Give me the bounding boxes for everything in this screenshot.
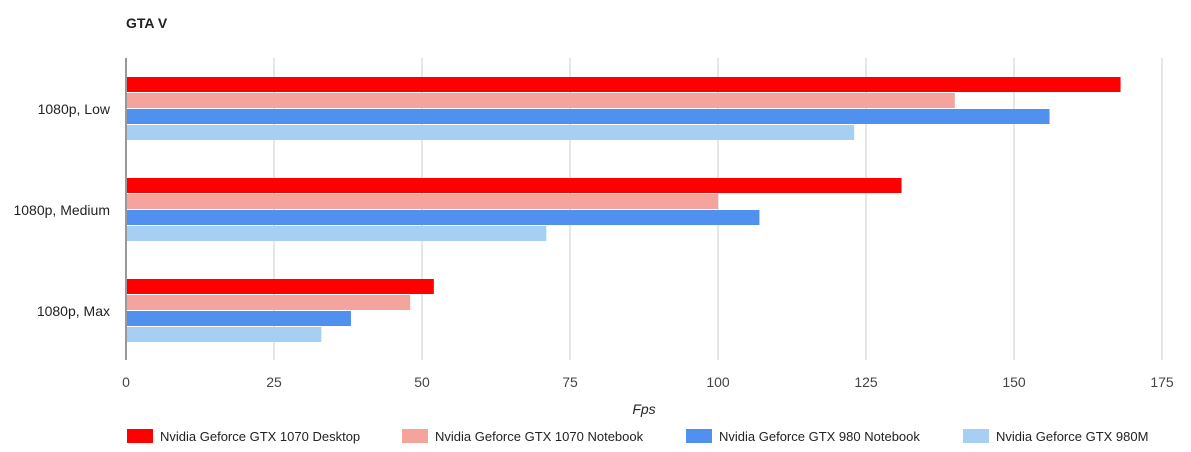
x-axis-label: Fps	[632, 401, 655, 417]
bar	[127, 125, 855, 140]
x-tick-label: 175	[1150, 374, 1174, 390]
category-label: 1080p, Low	[38, 101, 111, 117]
x-tick-label: 150	[1002, 374, 1026, 390]
bar	[127, 279, 434, 294]
legend-label: Nvidia Geforce GTX 980M	[996, 429, 1148, 444]
legend-swatch	[127, 429, 153, 443]
legend-swatch	[963, 429, 989, 443]
bar	[127, 210, 760, 225]
legend-swatch	[402, 429, 428, 443]
x-tick-label: 50	[414, 374, 430, 390]
legend-label: Nvidia Geforce GTX 1070 Notebook	[435, 429, 644, 444]
bar	[127, 295, 411, 310]
bar	[127, 327, 322, 342]
bar	[127, 311, 351, 326]
category-label: 1080p, Medium	[13, 202, 110, 218]
legend-label: Nvidia Geforce GTX 1070 Desktop	[160, 429, 360, 444]
chart-title: GTA V	[126, 15, 168, 31]
bar	[127, 194, 718, 209]
bar	[127, 226, 547, 241]
x-tick-label: 100	[706, 374, 730, 390]
legend-label: Nvidia Geforce GTX 980 Notebook	[719, 429, 920, 444]
legend-swatch	[686, 429, 712, 443]
x-tick-label: 125	[854, 374, 878, 390]
bar	[127, 93, 955, 108]
bar	[127, 178, 902, 193]
bar	[127, 109, 1050, 124]
category-label: 1080p, Max	[37, 303, 110, 319]
bar	[127, 77, 1121, 92]
x-tick-label: 25	[266, 374, 282, 390]
x-tick-label: 0	[122, 374, 130, 390]
x-tick-label: 75	[562, 374, 578, 390]
